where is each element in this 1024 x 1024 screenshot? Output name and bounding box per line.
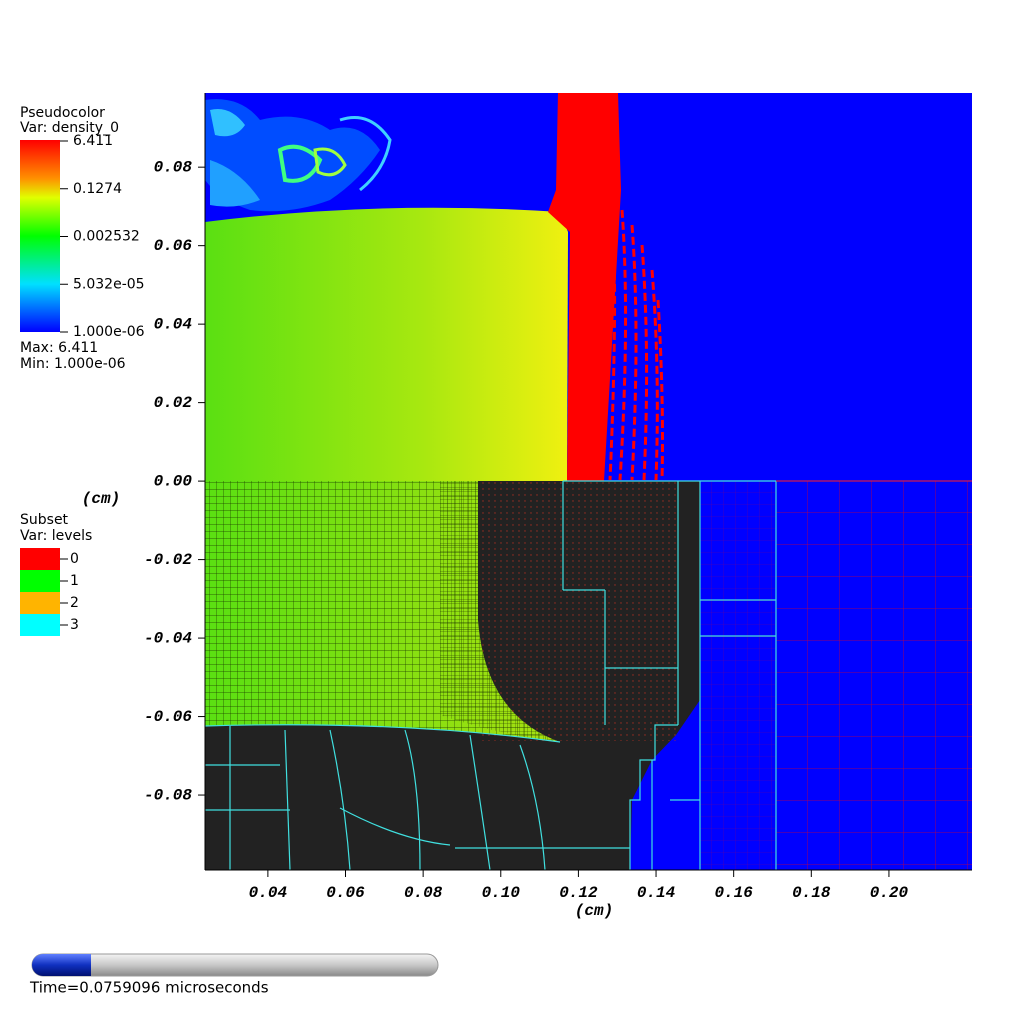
x-tick-label: 0.08 (404, 884, 443, 902)
legend-max: Max: 6.411 (20, 340, 98, 356)
y-tick-label: 0.02 (154, 394, 193, 412)
y-tick-label: -0.02 (144, 551, 192, 569)
field (205, 93, 972, 870)
block-boundaries (205, 480, 777, 870)
mesh-lines (700, 481, 776, 870)
x-tick-label: 0.10 (482, 884, 521, 902)
legend-var: Var: levels (20, 528, 92, 544)
turbulence (205, 99, 380, 212)
x-axis-label: (cm) (575, 902, 613, 920)
colorbar-label: 5.032e-05 (73, 276, 145, 292)
colorbar-label: 1.000e-06 (73, 324, 145, 340)
time-slider (31, 953, 439, 977)
colorbar-label: 0.1274 (73, 181, 122, 197)
legend-title: Subset (20, 512, 69, 528)
y-tick-label: 0.08 (154, 158, 193, 176)
legend-label: 0 (70, 551, 79, 567)
legend-swatch (20, 592, 60, 614)
legend-label: 1 (70, 573, 79, 589)
legend-label: 3 (70, 617, 79, 633)
y-axis-label: (cm) (82, 490, 120, 508)
turbulence (313, 147, 347, 177)
y-tick-label: 0.00 (154, 472, 193, 490)
y-tick-label: -0.06 (144, 708, 192, 726)
legend-swatch (20, 614, 60, 636)
x-tick-label: 0.16 (714, 884, 753, 902)
colorbar-label: 6.411 (73, 133, 113, 149)
time-label: Time=0.0759096 microseconds (29, 979, 269, 997)
shock-band (548, 93, 621, 481)
legend-swatch (20, 570, 60, 592)
mesh-lines (776, 481, 972, 870)
turbulence (210, 109, 245, 137)
colorbar-label: 0.002532 (73, 229, 140, 245)
material-region (205, 207, 568, 481)
legend-label: 2 (70, 595, 79, 611)
x-tick-label: 0.20 (870, 884, 909, 902)
x-tick-label: 0.04 (249, 884, 288, 902)
legend-title: Pseudocolor (20, 105, 105, 121)
mesh-dots (478, 481, 678, 741)
turbulence (277, 144, 323, 183)
y-tick-label: 0.06 (154, 237, 193, 255)
colorbar (20, 140, 60, 332)
x-tick-label: 0.18 (792, 884, 831, 902)
x-tick-label: 0.06 (326, 884, 365, 902)
legend-swatch (20, 548, 60, 570)
x-tick-label: 0.12 (559, 884, 598, 902)
x-tick-label: 0.14 (637, 884, 676, 902)
legend-min: Min: 1.000e-06 (20, 356, 126, 372)
mesh-lines (440, 481, 560, 742)
y-tick-label: 0.04 (154, 315, 193, 333)
legend-var: Var: density_0 (20, 120, 119, 136)
y-tick-label: -0.08 (144, 786, 192, 804)
shock-stripes (608, 199, 664, 481)
turbulence (339, 116, 392, 192)
y-tick-label: -0.04 (144, 629, 192, 647)
time-slider-progress (32, 954, 91, 976)
turbulence (210, 160, 260, 207)
